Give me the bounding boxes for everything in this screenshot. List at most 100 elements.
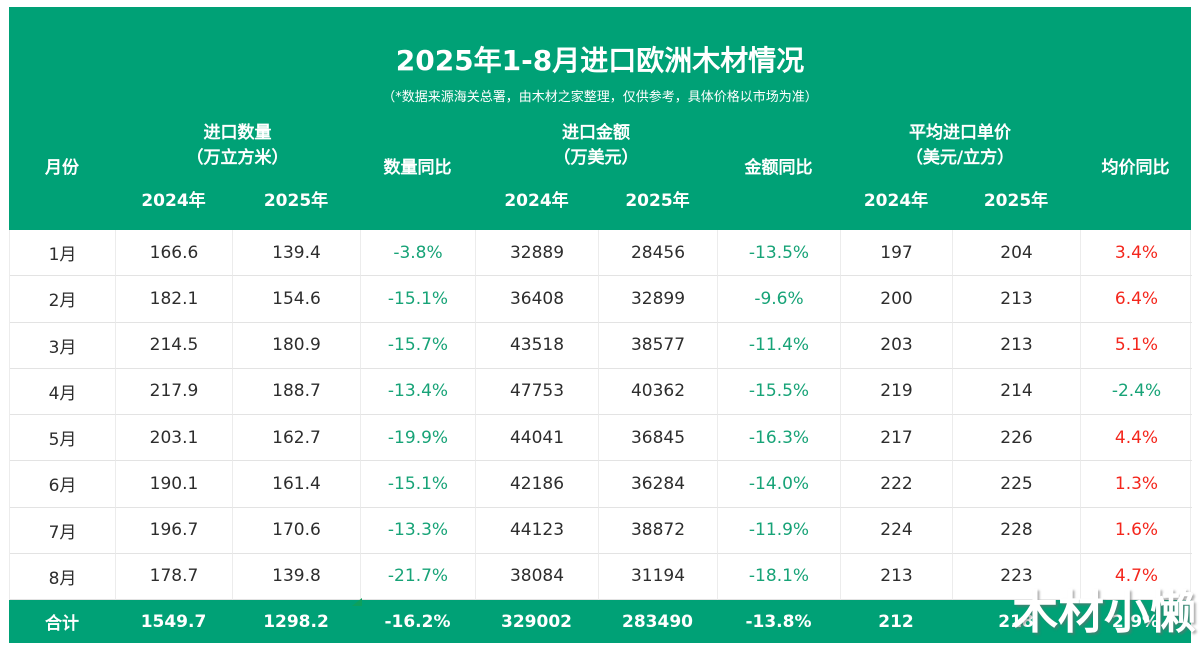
table-body: 1月 166.6 139.4 -3.8% 32889 28456 -13.5% 197 204 3… (9, 230, 1192, 600)
cell-amt-2024: 32889 (476, 230, 599, 277)
cell-qty-2025: 162.7 (233, 415, 361, 462)
cell-price-yoy: 1.6% (1081, 508, 1192, 554)
cell-amt-yoy: -9.6% (718, 276, 841, 323)
cell-amt-yoy: -11.4% (718, 322, 841, 369)
cell-qty-2025: 1298.2 (263, 611, 329, 632)
cell-amt-2024: 47753 (476, 368, 599, 415)
table-row: 1月 166.6 139.4 -3.8% 32889 28456 -13.5% 197 204 3… (10, 230, 1192, 277)
cell-qty-2024: 178.7 (116, 553, 233, 600)
cell-qty-yoy: -13.3% (361, 507, 476, 554)
table-row: 7月 196.7 170.6 -13.3% 44123 38872 -11.9% 224 228… (10, 507, 1192, 554)
cell-qty-2024: 166.6 (116, 230, 233, 277)
cell-qty-2024: 214.5 (116, 322, 233, 369)
col-header-month: 月份 (45, 157, 79, 178)
column-headers: 月份 进口数量 （万立方米） 数量同比 进口金额 （万美元） 金额同比 平均进口… (9, 107, 1191, 230)
col-group-amount-title: 进口金额 (562, 122, 630, 143)
cell-month: 7月 (10, 507, 116, 554)
cell-qty-2025: 139.4 (233, 230, 361, 277)
col-header-qty-2025: 2025年 (263, 191, 329, 211)
cell-price-yoy: 5.1% (1081, 323, 1192, 369)
cell-qty-yoy: -19.9% (361, 415, 476, 462)
cell-amt-2024: 36408 (476, 276, 599, 323)
cell-price-yoy: 2.9% (1111, 611, 1160, 632)
cell-amt-2024: 44123 (476, 507, 599, 554)
cell-qty-2024: 196.7 (116, 507, 233, 554)
cell-amt-yoy: -18.1% (718, 553, 841, 600)
total-row-container: 合计 1549.7 1298.2 -16.2% 329002 283490 -13.8% 21… (9, 598, 1191, 643)
cell-price-2025: 204 (953, 230, 1081, 277)
cell-price-yoy: 3.4% (1081, 230, 1192, 277)
cell-amt-yoy: -15.5% (718, 368, 841, 415)
page-title: 2025年1-8月进口欧洲木材情况 (395, 43, 805, 77)
cell-corner-marker (352, 598, 362, 606)
cell-month: 1月 (10, 230, 116, 277)
table-row: 6月 190.1 161.4 -15.1% 42186 36284 -14.0% 222 225… (10, 461, 1192, 508)
cell-amt-2024: 43518 (476, 322, 599, 369)
col-group-amount: 进口金额 （万美元） (475, 107, 717, 185)
cell-qty-2024: 217.9 (116, 368, 233, 415)
col-header-amt-2024: 2024年 (504, 191, 569, 211)
cell-amt-2025: 28456 (599, 230, 718, 277)
cell-amt-yoy: -13.8% (745, 611, 812, 632)
cell-month: 3月 (10, 322, 116, 369)
cell-price-2024: 212 (878, 611, 914, 632)
cell-price-2024: 224 (841, 507, 953, 554)
cell-amt-2025: 36284 (599, 461, 718, 508)
cell-amt-yoy: -11.9% (718, 507, 841, 554)
cell-qty-2025: 154.6 (233, 276, 361, 323)
col-header-price-yoy: 均价同比 (1101, 157, 1170, 178)
cell-amt-2025: 32899 (599, 276, 718, 323)
cell-price-yoy: 4.4% (1081, 415, 1192, 462)
col-group-quantity-unit: （万立方米） (186, 148, 289, 168)
cell-price-2024: 217 (841, 415, 953, 462)
col-group-price-title: 平均进口单价 (909, 122, 1011, 143)
cell-qty-2025: 139.8 (233, 553, 361, 600)
col-group-quantity: 进口数量 （万立方米） (115, 107, 360, 185)
cell-qty-yoy: -15.7% (361, 322, 476, 369)
cell-month: 合计 (45, 614, 79, 634)
cell-qty-2024: 1549.7 (140, 611, 207, 632)
cell-price-2025: 214 (953, 368, 1081, 415)
cell-qty-2025: 188.7 (233, 368, 361, 415)
table-header: 2025年1-8月进口欧洲木材情况 （*数据来源海关总署，由木材之家整理，仅供参… (9, 7, 1191, 230)
cell-price-2025: 225 (953, 461, 1081, 508)
cell-price-2024: 219 (841, 368, 953, 415)
cell-price-2024: 222 (841, 461, 953, 508)
table-row: 8月 178.7 139.8 -21.7% 38084 31194 -18.1% 213 223… (10, 553, 1192, 600)
title-block: 2025年1-8月进口欧洲木材情况 （*数据来源海关总署，由木材之家整理，仅供参… (9, 7, 1191, 107)
cell-amt-yoy: -13.5% (718, 230, 841, 277)
cell-qty-yoy: -15.1% (361, 276, 476, 323)
cell-amt-2025: 283490 (622, 611, 693, 632)
col-group-price-unit: （美元/立方） (905, 148, 1015, 168)
col-header-qty-2024: 2024年 (141, 191, 206, 211)
cell-amt-2025: 31194 (599, 553, 718, 600)
cell-price-yoy: 6.4% (1081, 276, 1192, 323)
cell-qty-yoy: -21.7% (361, 553, 476, 600)
cell-amt-yoy: -16.3% (718, 415, 841, 462)
cell-qty-2024: 190.1 (116, 461, 233, 508)
table-row: 3月 214.5 180.9 -15.7% 43518 38577 -11.4% 203 213… (10, 322, 1192, 369)
watermark: 木材小懒 (1012, 585, 1196, 639)
cell-price-yoy: 1.3% (1081, 461, 1192, 508)
col-group-quantity-title: 进口数量 (203, 122, 272, 143)
cell-price-2024: 203 (841, 322, 953, 369)
cell-amt-2024: 38084 (476, 553, 599, 600)
cell-amt-2024: 329002 (501, 611, 572, 632)
cell-amt-2024: 44041 (476, 415, 599, 462)
table-row: 5月 203.1 162.7 -19.9% 44041 36845 -16.3% 217 226… (10, 415, 1192, 462)
col-group-price: 平均进口单价 （美元/立方） (840, 107, 1080, 185)
table-row: 2月 182.1 154.6 -15.1% 36408 32899 -9.6% 200 213 6… (10, 276, 1192, 323)
cell-month: 5月 (10, 415, 116, 462)
page-subtitle: （*数据来源海关总署，由木材之家整理，仅供参考，具体价格以市场为准） (382, 90, 818, 105)
cell-month: 2月 (10, 276, 116, 323)
cell-month: 4月 (10, 368, 116, 415)
col-header-amt-yoy: 金额同比 (744, 157, 813, 178)
cell-month: 8月 (10, 553, 116, 600)
cell-qty-2025: 180.9 (233, 322, 361, 369)
cell-price-2024: 213 (841, 553, 953, 600)
cell-qty-yoy: -13.4% (361, 368, 476, 415)
cell-price-2024: 200 (841, 276, 953, 323)
cell-qty-yoy: -3.8% (361, 230, 476, 277)
cell-amt-2025: 36845 (599, 415, 718, 462)
